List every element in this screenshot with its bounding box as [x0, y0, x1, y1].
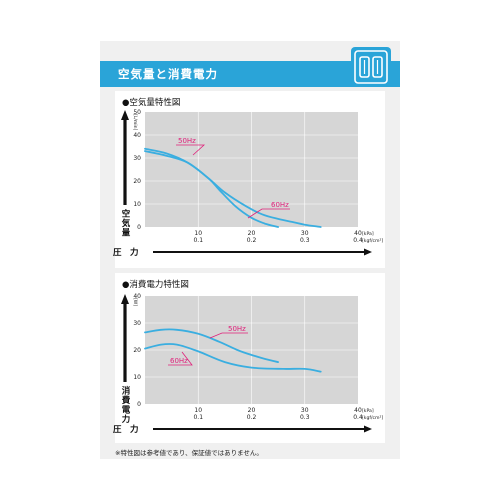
power-panel [115, 273, 385, 443]
footnote: ※特性図は参考値であり、保証値ではありません。 [115, 449, 263, 457]
air-flow-chart-title: ●空気量特性図 [122, 98, 181, 108]
air-flow-panel [115, 91, 385, 268]
section-title: 空気量と消費電力 [118, 67, 218, 81]
brand-logo-icon [351, 47, 391, 87]
section-header: 空気量と消費電力 [100, 61, 400, 87]
power-chart-title: ●消費電力特性図 [122, 280, 189, 290]
